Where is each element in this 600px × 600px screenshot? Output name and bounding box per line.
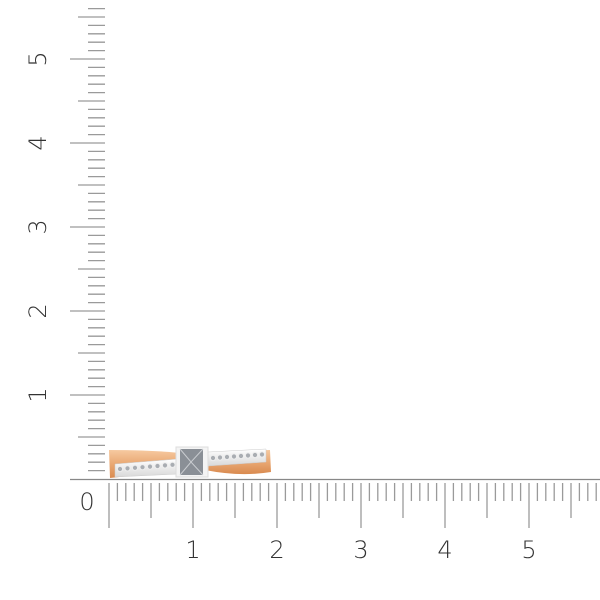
center-stone-facets [179,448,204,476]
x-label: 5 [521,536,536,564]
origin-label: 0 [79,488,94,516]
y-label: 3 [24,219,52,234]
pave-stone [124,465,131,472]
pave-stone [131,464,139,471]
y-label: 5 [24,51,52,66]
y-label: 2 [24,303,52,318]
x-label: 3 [353,536,368,564]
pave-stone [116,465,124,473]
pave-stone [237,452,245,460]
pave-stone [230,453,238,460]
x-label: 2 [269,536,284,564]
pave-stone [258,451,266,458]
pave-stone [139,464,146,471]
pave-stone [251,451,259,459]
y-label: 1 [24,387,52,402]
pave-stone [209,454,217,462]
x-label: 4 [437,536,452,564]
pave-stone [223,453,231,461]
pave-stone [216,454,224,461]
pave-stone [154,462,161,470]
pave-stone [169,461,176,468]
pave-stone [244,452,252,459]
pave-stone [161,462,169,469]
x-label: 1 [185,536,200,564]
y-ruler-ticks [70,7,105,472]
pave-stone [146,463,154,470]
ring-image [109,446,271,478]
y-label: 4 [24,135,52,150]
x-ruler-ticks [108,483,597,528]
